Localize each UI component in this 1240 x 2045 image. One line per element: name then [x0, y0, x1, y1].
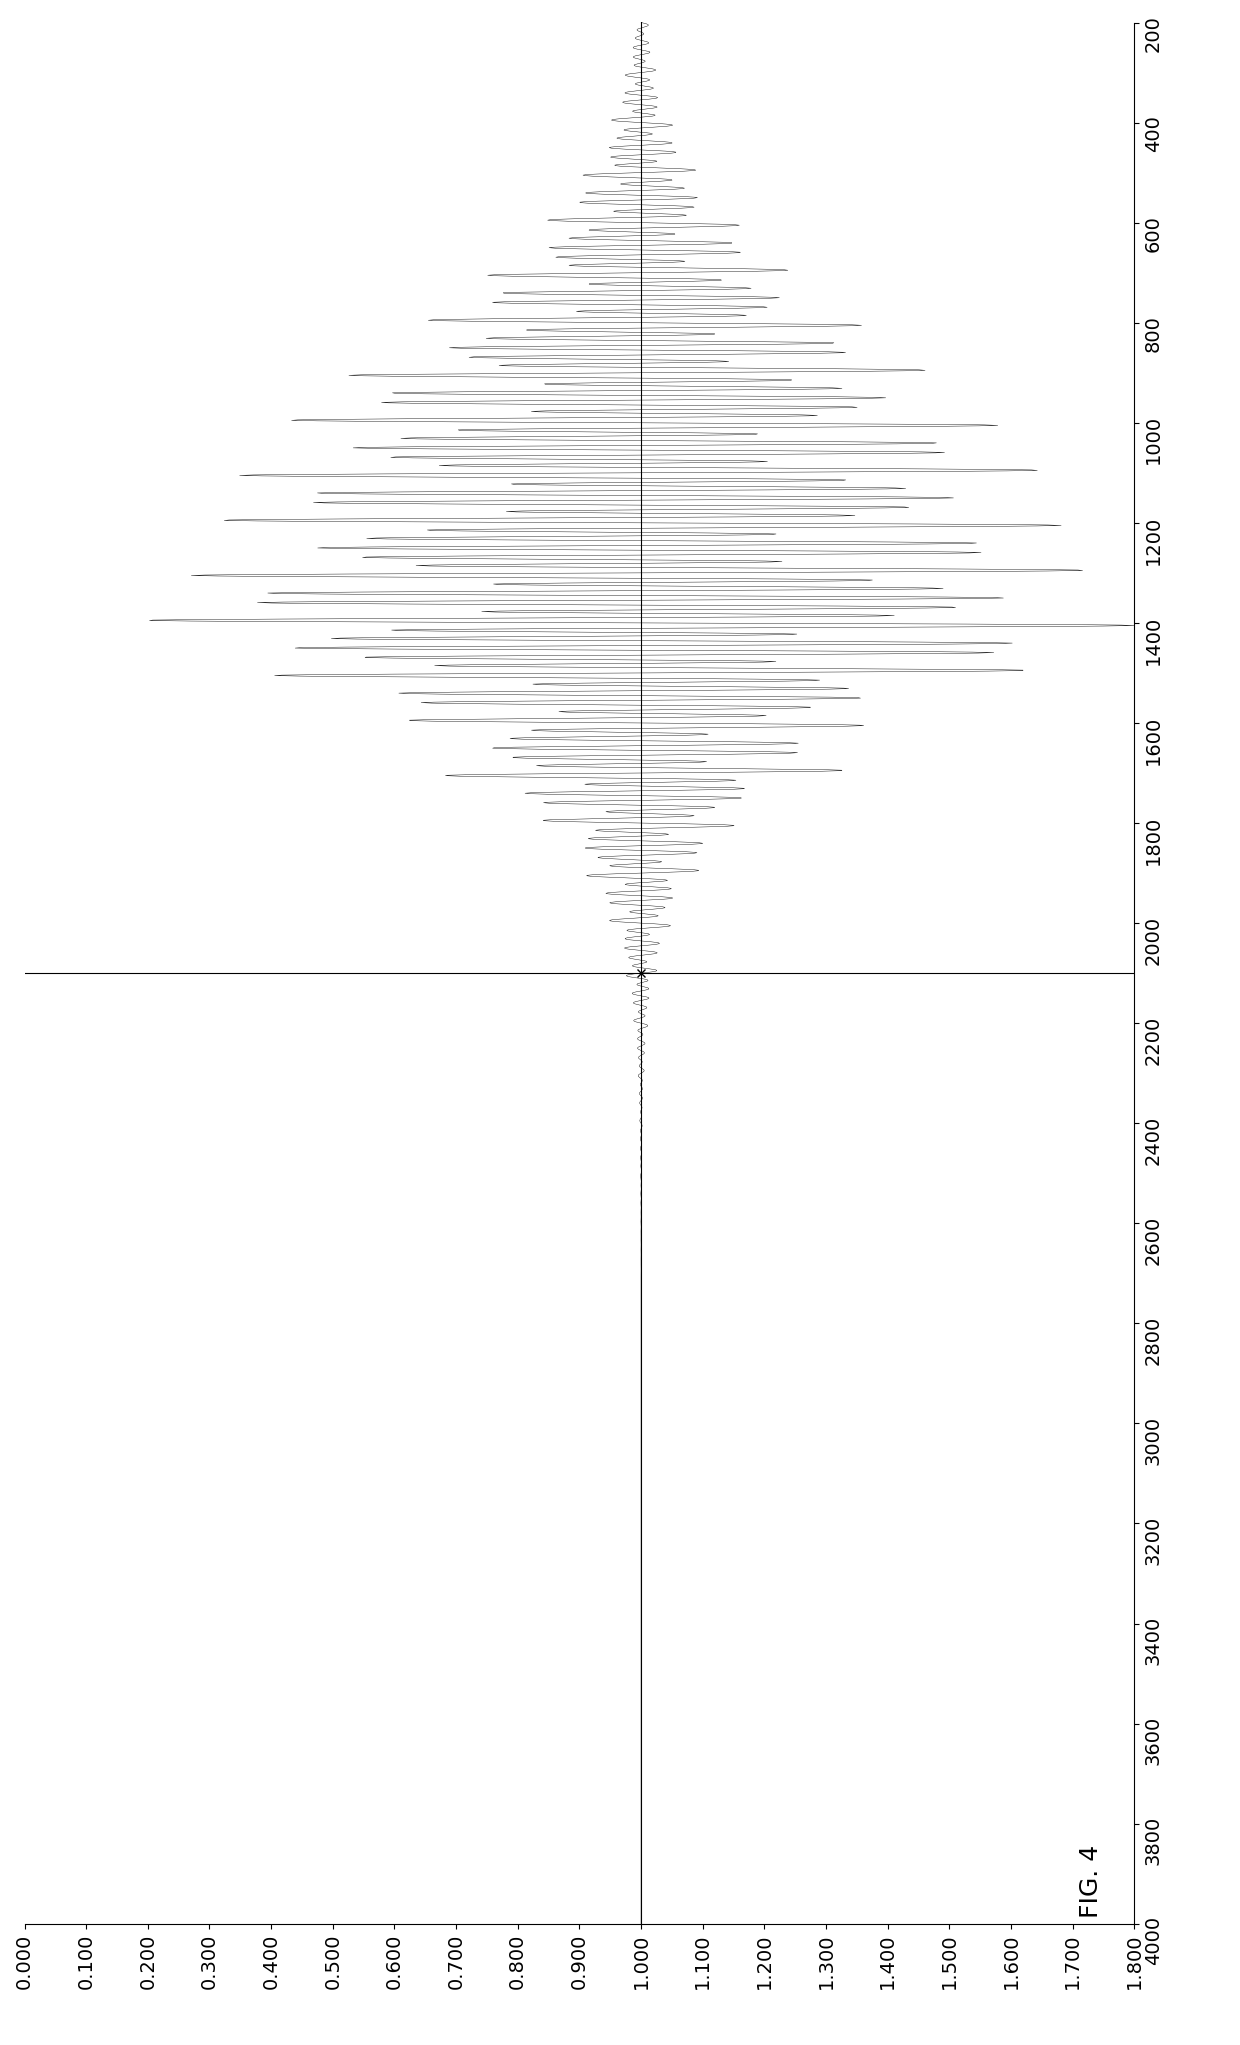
Text: FIG. 4: FIG. 4 — [1079, 1845, 1104, 1918]
